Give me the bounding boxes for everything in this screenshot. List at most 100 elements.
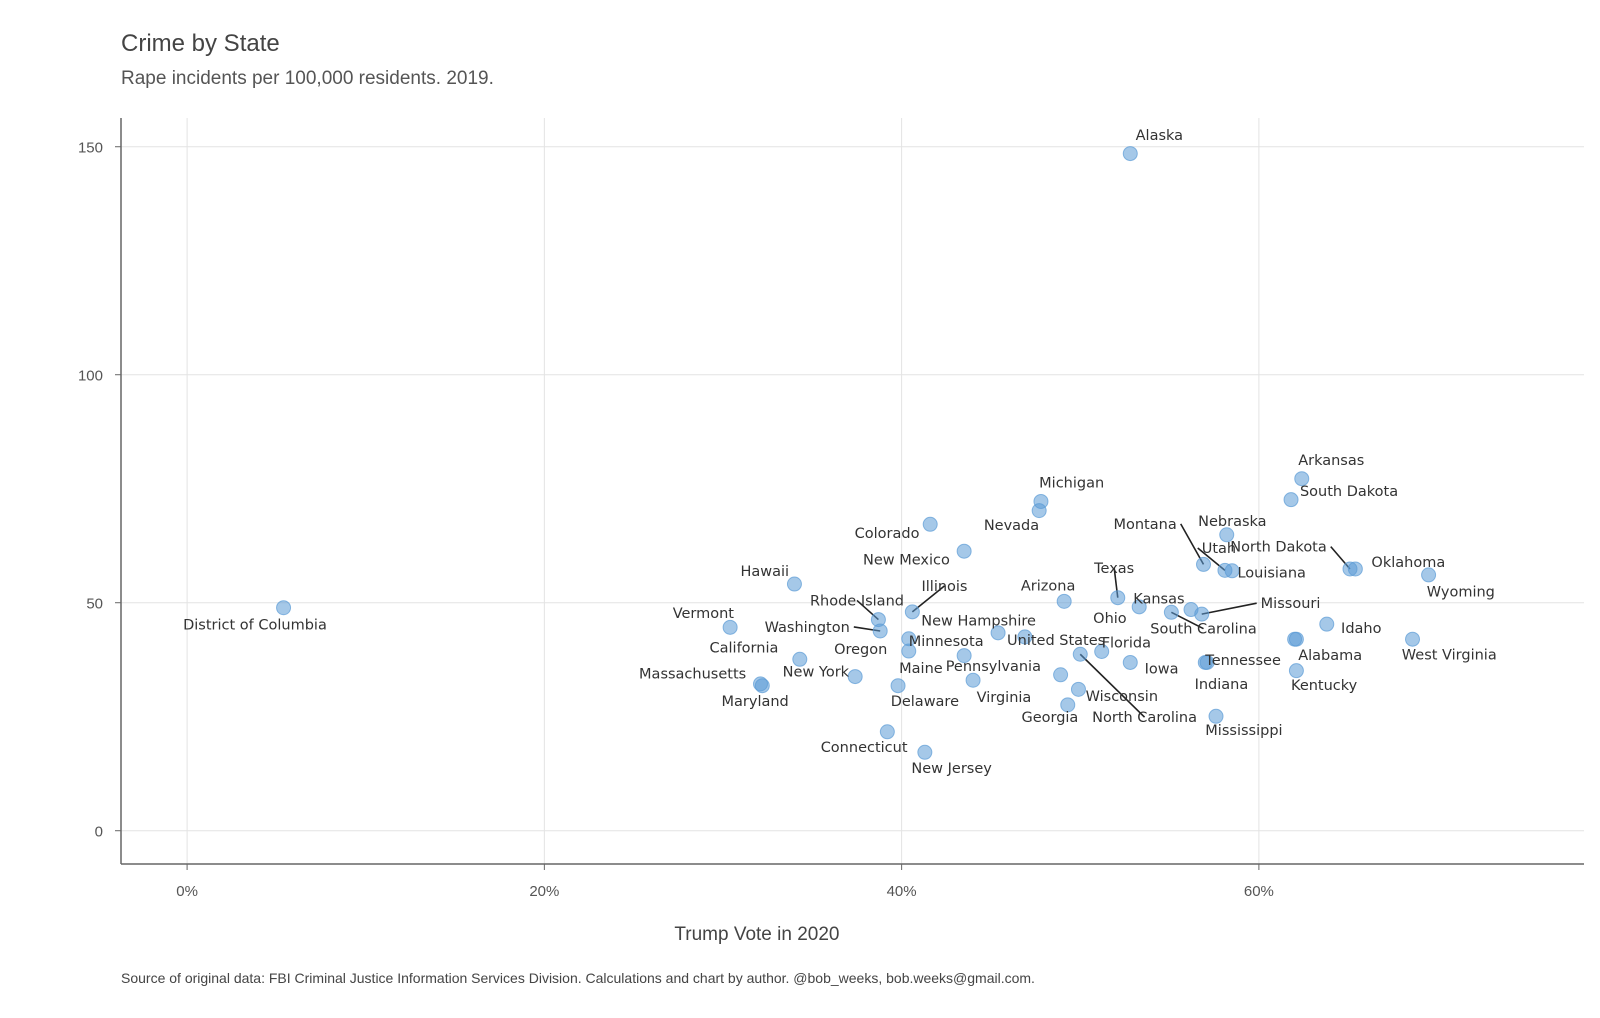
point-label: Alabama bbox=[1298, 648, 1362, 664]
point-label: Arizona bbox=[1021, 578, 1075, 594]
data-point bbox=[872, 623, 888, 639]
data-point bbox=[1070, 681, 1086, 697]
point-label: Missouri bbox=[1261, 596, 1321, 612]
data-point bbox=[1194, 606, 1210, 622]
point-label: Delaware bbox=[891, 694, 959, 710]
point-label: Washington bbox=[765, 620, 850, 636]
point-label: South Carolina bbox=[1150, 622, 1256, 638]
point-label: Idaho bbox=[1341, 621, 1382, 637]
leader-line bbox=[1079, 653, 1146, 718]
x-axis-title: Trump Vote in 2020 bbox=[674, 924, 839, 945]
point-label: Michigan bbox=[1039, 475, 1104, 491]
data-point bbox=[1347, 561, 1363, 577]
data-point bbox=[1122, 146, 1138, 162]
point-label: South Dakota bbox=[1300, 484, 1398, 500]
data-point bbox=[965, 672, 981, 688]
chart-title: Crime by State bbox=[121, 30, 280, 57]
point-label: Kansas bbox=[1133, 592, 1184, 608]
data-point bbox=[1405, 631, 1421, 647]
point-labels: Alaska Arkansas South Dakota Michigan Nevada… bbox=[183, 128, 1497, 777]
point-label: New Hampshire bbox=[921, 614, 1036, 630]
data-point bbox=[1163, 604, 1179, 620]
data-point bbox=[722, 619, 738, 635]
point-label: Florida bbox=[1102, 635, 1151, 651]
data-points bbox=[276, 146, 1437, 760]
point-label: Georgia bbox=[1021, 710, 1078, 726]
chart-subtitle: Rape incidents per 100,000 residents. 20… bbox=[121, 68, 494, 89]
point-label: Wyoming bbox=[1427, 584, 1495, 600]
point-label: New York bbox=[783, 665, 850, 681]
point-label: Illinois bbox=[921, 579, 967, 595]
point-label: Tennessee bbox=[1204, 653, 1281, 669]
data-point bbox=[1110, 590, 1126, 606]
data-point bbox=[901, 643, 917, 659]
data-point bbox=[1219, 527, 1235, 543]
point-label: Wisconsin bbox=[1086, 689, 1158, 705]
point-label: Mississippi bbox=[1205, 723, 1282, 739]
axes: 0% 20% 40% 60% 0 50 100 150 bbox=[78, 118, 1584, 900]
point-label: Iowa bbox=[1145, 661, 1179, 677]
data-point bbox=[890, 678, 906, 694]
x-tick-label: 40% bbox=[887, 883, 917, 900]
data-point bbox=[1060, 697, 1076, 713]
data-point bbox=[956, 648, 972, 664]
data-point bbox=[1283, 492, 1299, 508]
point-label: Colorado bbox=[855, 526, 920, 542]
data-point bbox=[847, 669, 863, 685]
data-point bbox=[1196, 556, 1212, 572]
point-label: Virginia bbox=[977, 690, 1032, 706]
data-point bbox=[786, 576, 802, 592]
data-point bbox=[1094, 644, 1110, 660]
data-point bbox=[754, 678, 770, 694]
point-label: Maine bbox=[899, 661, 943, 677]
data-point bbox=[1031, 503, 1047, 519]
y-tick-label: 150 bbox=[78, 140, 103, 157]
data-point bbox=[990, 625, 1006, 641]
data-point bbox=[917, 744, 933, 760]
point-label: New Jersey bbox=[911, 761, 992, 777]
point-label: Texas bbox=[1093, 561, 1134, 577]
y-tick-label: 50 bbox=[86, 596, 103, 613]
point-label: Connecticut bbox=[821, 740, 908, 756]
point-label: North Carolina bbox=[1092, 710, 1197, 726]
leader-line bbox=[1201, 602, 1257, 615]
data-point bbox=[792, 651, 808, 667]
grid-lines bbox=[121, 118, 1584, 864]
data-point bbox=[1224, 563, 1240, 579]
point-label: Minnesota bbox=[909, 634, 984, 650]
point-label: United States bbox=[1007, 633, 1105, 649]
point-label: Kentucky bbox=[1291, 678, 1358, 694]
data-point bbox=[276, 600, 292, 616]
data-point bbox=[1053, 667, 1069, 683]
point-label: Ohio bbox=[1093, 611, 1127, 627]
point-label: Rhode Island bbox=[810, 593, 904, 609]
data-point bbox=[904, 604, 920, 620]
point-label: Louisiana bbox=[1237, 566, 1305, 582]
x-tick-label: 60% bbox=[1244, 883, 1274, 900]
data-point bbox=[1421, 567, 1437, 583]
point-label: Montana bbox=[1113, 517, 1176, 533]
point-label: Arkansas bbox=[1298, 453, 1364, 469]
point-label: Maryland bbox=[722, 694, 789, 710]
point-label: Alaska bbox=[1136, 128, 1183, 144]
y-tick-label: 0 bbox=[95, 824, 103, 841]
data-point bbox=[1072, 646, 1088, 662]
data-point bbox=[1294, 471, 1310, 487]
data-point bbox=[1122, 654, 1138, 670]
data-point bbox=[1208, 708, 1224, 724]
data-point bbox=[1288, 631, 1304, 647]
data-point bbox=[1288, 663, 1304, 679]
point-label: District of Columbia bbox=[183, 618, 327, 634]
chart-caption: Source of original data: FBI Criminal Ju… bbox=[121, 970, 1035, 986]
point-label: Utah bbox=[1202, 541, 1236, 557]
point-label: Oklahoma bbox=[1371, 555, 1445, 571]
point-label: Nebraska bbox=[1198, 514, 1266, 530]
point-label: Oregon bbox=[834, 642, 887, 658]
data-point bbox=[1056, 593, 1072, 609]
data-point bbox=[1197, 654, 1213, 670]
data-point bbox=[1131, 599, 1147, 615]
data-point bbox=[956, 543, 972, 559]
point-label: New Mexico bbox=[863, 552, 950, 568]
point-label: Massachusetts bbox=[639, 666, 746, 682]
